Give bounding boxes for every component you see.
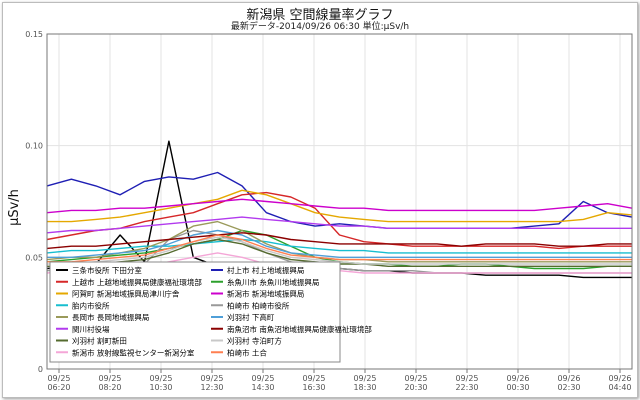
series-line-15 <box>47 234 632 263</box>
x-tick-label-time: 12:30 <box>200 383 223 392</box>
x-tick-label-time: 16:30 <box>302 383 325 392</box>
y-tick-label: 0.05 <box>25 253 43 262</box>
legend-entry: 長岡市 長岡地域振興局 <box>72 312 149 322</box>
x-tick-label-date: 09/25 <box>302 374 325 383</box>
legend-entry: 新潟市 放射線監視センター新潟分室 <box>72 347 195 357</box>
legend-entry: 阿賀町 新潟地域振興局津川庁舎 <box>72 289 180 299</box>
x-tick-label-time: 10:30 <box>149 383 172 392</box>
series-line-4 <box>47 189 633 223</box>
legend-entry: 村上市 村上地域振興局 <box>227 265 304 275</box>
series-line-6 <box>46 238 632 254</box>
x-tick-label-date: 09/25 <box>98 374 121 383</box>
plot-area-border <box>46 33 633 370</box>
y-tick-label: 0 <box>38 365 43 374</box>
x-tick-label-time: 08:20 <box>98 383 121 392</box>
series-line-2 <box>46 191 632 250</box>
x-tick-label-date: 09/25 <box>404 374 427 383</box>
series-line-10 <box>46 216 632 234</box>
legend-entry: 柏崎市 土合 <box>227 347 267 357</box>
x-tick-label-time: 06:20 <box>47 383 70 392</box>
x-tick-label-date: 09/25 <box>149 374 172 383</box>
legend-entry: 胎内市役所 <box>72 300 110 310</box>
x-tick-label-time: 22:30 <box>455 383 478 392</box>
legend-box <box>49 261 341 363</box>
series-line-11 <box>46 232 632 250</box>
x-tick-label-time: 18:30 <box>353 383 376 392</box>
x-tick-label-date: 09/26 <box>557 374 580 383</box>
x-tick-label-time: 04:40 <box>608 383 631 392</box>
x-tick-label-time: 20:30 <box>404 383 427 392</box>
x-tick-label-time: 00:30 <box>506 383 529 392</box>
series-line-5 <box>46 198 633 214</box>
x-tick-label-date: 09/26 <box>506 374 529 383</box>
legend-entry: 上越市 上越地域振興局健康福祉環境部 <box>72 277 202 287</box>
chart-title: 新潟県 空間線量率グラフ <box>246 8 394 23</box>
legend-entry: 三条市役所 下田分室 <box>72 265 142 275</box>
series-line-9 <box>47 229 632 258</box>
y-tick-label: 0.15 <box>25 30 43 39</box>
series-line-1 <box>46 171 633 230</box>
x-tick-label-date: 09/25 <box>200 374 223 383</box>
x-tick-label-date: 09/25 <box>47 374 70 383</box>
y-axis-ticks: 0 0.05 0.10 0.15 <box>25 30 43 374</box>
x-tick-label-date: 09/25 <box>455 374 478 383</box>
x-axis-ticks: 09/2506:2009/2508:2009/2510:3009/2512:30… <box>47 369 632 392</box>
x-tick-label-time: 02:30 <box>557 383 580 392</box>
x-tick-label-date: 09/26 <box>608 374 631 383</box>
legend-entry: 糸魚川市 糸魚川地域振興局 <box>227 277 319 287</box>
chart-subtitle: 最新データ-2014/09/26 06:30 単位:μSv/h <box>230 22 410 32</box>
legend-entry: 南魚沼市 南魚沼地域振興局健康福祉環境部 <box>227 324 372 334</box>
legend-entry: 関川村役場 <box>72 324 110 334</box>
x-tick-label-date: 09/25 <box>353 374 376 383</box>
x-tick-label-date: 09/25 <box>251 374 274 383</box>
y-tick-label: 0.10 <box>25 142 43 151</box>
legend-entry: 新潟市 新潟地域振興局 <box>227 289 304 299</box>
legend-entry: 刈羽村 割町新田 <box>72 336 127 346</box>
legend-entry: 刈羽村 寺泊町方 <box>227 336 282 346</box>
x-tick-label-time: 14:30 <box>251 383 274 392</box>
legend-entry: 柏崎市 柏崎市役所 <box>227 300 290 310</box>
legend-entry: 刈羽村 下高町 <box>227 312 275 322</box>
